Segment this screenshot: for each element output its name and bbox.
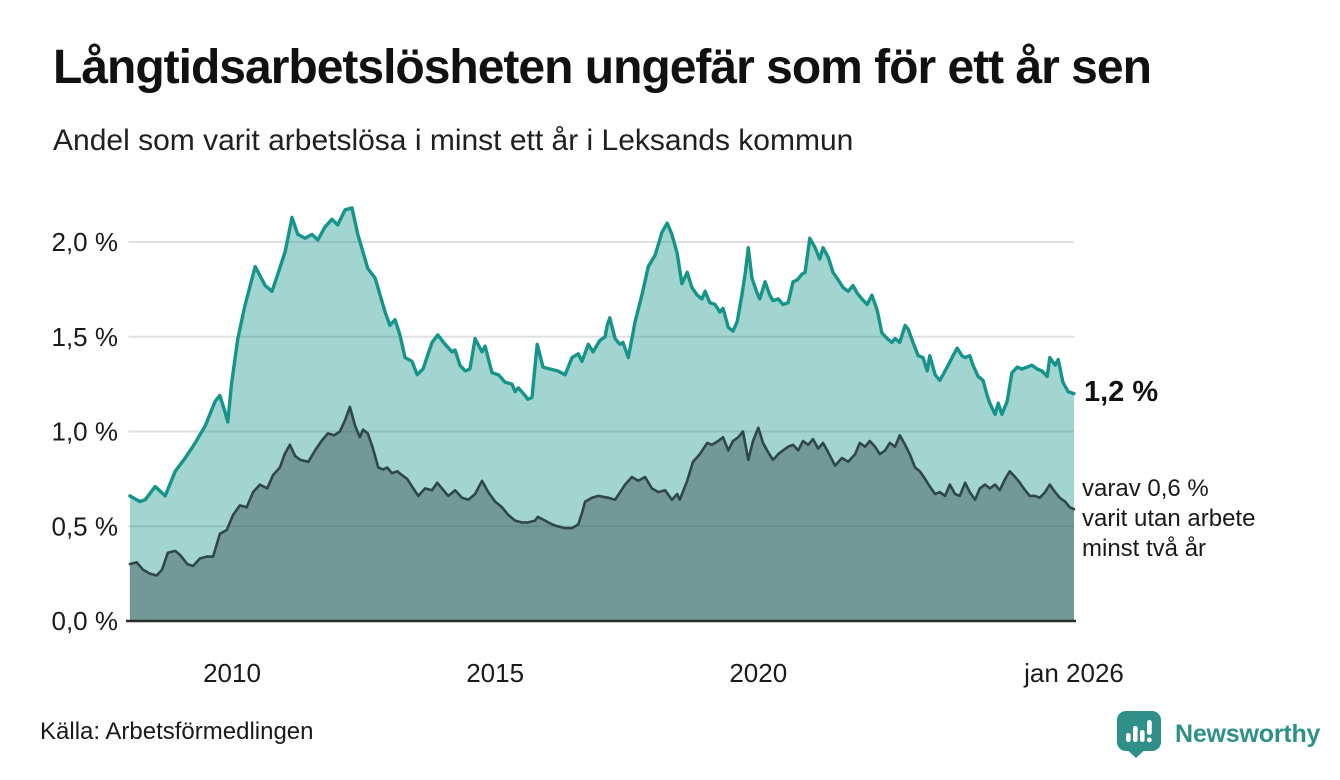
secondary-series-annotation-line1: varav 0,6 % <box>1082 475 1209 502</box>
x-tick-label-0: 2010 <box>203 658 261 688</box>
unemployment-area-chart: 0,0 % 0,5 % 1,0 % 1,5 % 2,0 % 2010 2015 2020 jan… <box>52 206 1124 688</box>
page-subtitle: Andel som varit arbetslösa i minst ett å… <box>53 124 854 157</box>
y-tick-label-2: 1,0 % <box>52 417 119 447</box>
y-tick-label-1: 0,5 % <box>52 511 119 541</box>
latest-value-label: 1,2 % <box>1084 376 1159 408</box>
secondary-series-annotation-line3: minst två år <box>1082 535 1207 562</box>
y-tick-label-4: 2,0 % <box>52 227 119 257</box>
y-tick-label-3: 1,5 % <box>52 322 119 352</box>
series-line-0 <box>128 206 1076 504</box>
series-area-0 <box>129 207 1074 621</box>
x-tick-label-2: 2020 <box>729 658 787 688</box>
series-line-1 <box>128 405 1076 577</box>
newsworthy-logo: Newsworthy <box>1115 710 1320 758</box>
x-tick-label-1: 2015 <box>466 658 524 688</box>
secondary-series-annotation: varav 0,6 % varit utan arbete minst två … <box>1082 474 1255 564</box>
page-title: Långtidsarbetslösheten ungefär som för e… <box>53 41 1152 94</box>
secondary-series-annotation-line2: varit utan arbete <box>1082 505 1256 532</box>
newsworthy-wordmark: Newsworthy <box>1175 719 1321 748</box>
source-text: Källa: Arbetsförmedlingen <box>40 718 314 745</box>
series-area-1 <box>129 406 1074 621</box>
y-tick-label-0: 0,0 % <box>52 606 119 636</box>
x-tick-label-3: jan 2026 <box>1023 658 1124 688</box>
newsworthy-icon <box>1117 711 1161 758</box>
